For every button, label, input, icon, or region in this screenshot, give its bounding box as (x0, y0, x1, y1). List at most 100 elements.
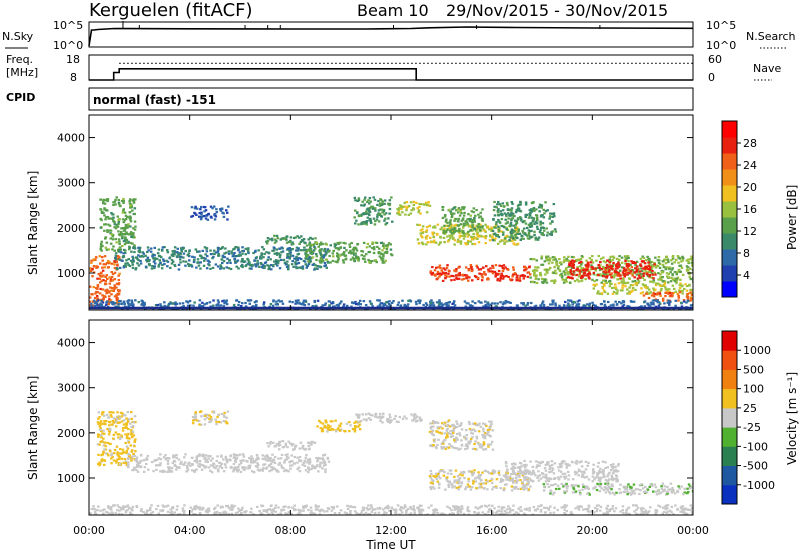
heatmap-cell (448, 443, 451, 446)
heatmap-cell (213, 205, 216, 208)
heatmap-cell (131, 259, 135, 262)
heatmap-cell (429, 427, 433, 430)
heatmap-cell (652, 277, 655, 280)
heatmap-cell (138, 461, 141, 464)
heatmap-cell (133, 212, 136, 216)
heatmap-cell (118, 433, 121, 436)
heatmap-cell (580, 276, 583, 279)
heatmap-cell (306, 458, 310, 461)
heatmap-cell (291, 460, 294, 463)
heatmap-cell (578, 272, 582, 275)
heatmap-cell (470, 238, 474, 241)
heatmap-cell (305, 257, 308, 260)
heatmap-cell (560, 263, 563, 266)
heatmap-cell (242, 249, 245, 253)
heatmap-cell (592, 273, 596, 276)
heatmap-cell (101, 288, 105, 291)
heatmap-cell (500, 272, 503, 275)
heatmap-cell (418, 302, 421, 305)
heatmap-cell (682, 299, 686, 302)
heatmap-cell (92, 258, 96, 261)
heatmap-cell (498, 264, 501, 267)
heatmap-cell (471, 428, 475, 431)
heatmap-cell (241, 258, 244, 261)
heatmap-cell (496, 279, 499, 282)
heatmap-cell (320, 457, 324, 460)
heatmap-cell (212, 255, 215, 258)
heatmap-cell (322, 454, 325, 457)
heatmap-cell (510, 211, 513, 214)
heatmap-cell (388, 204, 391, 207)
heatmap-cell (433, 239, 436, 242)
heatmap-cell (196, 258, 200, 261)
heatmap-cell (292, 448, 295, 451)
heatmap-cell (247, 464, 251, 467)
heatmap-cell (133, 440, 136, 443)
heatmap-cell (283, 237, 286, 240)
heatmap-cell (308, 258, 312, 261)
heatmap-cell (464, 274, 467, 277)
heatmap-cell (115, 286, 118, 289)
heatmap-cell (124, 251, 127, 254)
heatmap-cell (679, 278, 682, 281)
heatmap-cell (627, 256, 630, 259)
heatmap-cell (382, 242, 385, 245)
heatmap-cell (153, 259, 156, 262)
heatmap-cell (92, 265, 96, 268)
heatmap-cell (204, 414, 207, 418)
heatmap-cell (560, 272, 563, 275)
heatmap-cell (435, 232, 439, 236)
heatmap-cell (493, 302, 497, 305)
heatmap-cell (111, 217, 114, 220)
heatmap-cell (369, 217, 372, 220)
heatmap-cell (110, 275, 114, 279)
heatmap-cell (674, 280, 677, 283)
heatmap-cell (424, 302, 428, 305)
heatmap-cell (498, 473, 501, 476)
heatmap-cell (216, 250, 220, 253)
heatmap-cell (204, 456, 207, 459)
heatmap-cell (386, 305, 389, 308)
heatmap-cell (339, 241, 342, 244)
heatmap-cell (547, 262, 551, 265)
heatmap-cell (478, 226, 482, 229)
heatmap-cell (437, 302, 441, 305)
heatmap-cell (476, 266, 479, 269)
heatmap-cell (551, 303, 554, 306)
heatmap-cell (108, 448, 112, 452)
heatmap-cell (289, 251, 292, 254)
heatmap-cell (526, 275, 530, 278)
heatmap-cell (530, 216, 533, 219)
heatmap-cell (639, 267, 643, 270)
heatmap-cell (533, 272, 536, 275)
heatmap-cell (514, 236, 518, 239)
heatmap-cell (223, 256, 226, 259)
heatmap-cell (228, 458, 232, 461)
heatmap-cell (550, 233, 553, 236)
heatmap-cell (447, 224, 450, 227)
heatmap-cell (207, 213, 210, 216)
heatmap-cell (205, 267, 209, 270)
heatmap-cell (246, 262, 250, 265)
heatmap-cell (510, 218, 513, 222)
heatmap-cell (595, 279, 599, 282)
heatmap-cell (564, 273, 567, 276)
heatmap-cell (116, 297, 119, 300)
heatmap-cell (634, 267, 637, 270)
heatmap-cell (331, 252, 334, 255)
heatmap-cell (311, 252, 315, 255)
heatmap-cell (508, 209, 512, 212)
heatmap-cell (436, 273, 439, 276)
heatmap-cell (361, 257, 365, 260)
heatmap-cell (489, 479, 492, 482)
heatmap-cell (522, 231, 525, 234)
heatmap-cell (429, 476, 432, 479)
heatmap-cell (588, 273, 592, 276)
heatmap-cell (620, 266, 624, 269)
heatmap-cell (455, 447, 459, 450)
heatmap-cell (519, 209, 522, 212)
heatmap-cell (459, 208, 462, 211)
heatmap-cell (466, 222, 469, 225)
heatmap-cell (230, 250, 233, 253)
heatmap-cell (447, 485, 451, 488)
